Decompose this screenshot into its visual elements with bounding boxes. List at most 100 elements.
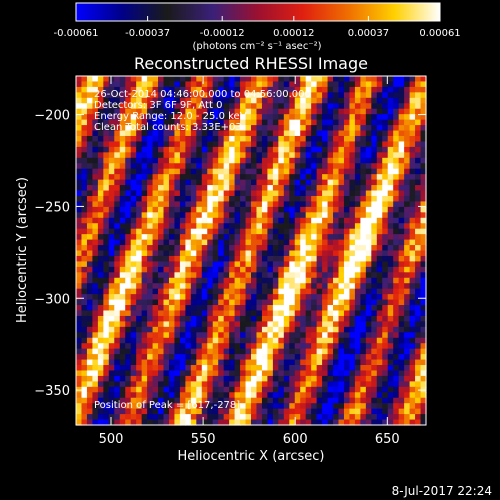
heatmap-cell [398,146,405,153]
heatmap-cell [382,337,389,344]
heatmap-cell [327,397,334,404]
heatmap-cell [300,86,307,93]
heatmap-cell [174,408,181,415]
heatmap-cell [409,381,416,388]
heatmap-cell [108,157,115,164]
heatmap-cell [354,343,361,350]
heatmap-cell [207,81,214,88]
heatmap-cell [147,217,154,224]
heatmap-cell [289,359,296,366]
heatmap-cell [256,234,263,241]
heatmap-cell [240,321,247,328]
heatmap-cell [267,212,274,219]
heatmap-cell [305,119,312,126]
heatmap-cell [81,217,88,224]
heatmap-cell [147,326,154,333]
heatmap-cell [333,255,340,262]
heatmap-cell [333,359,340,366]
heatmap-cell [289,103,296,110]
heatmap-cell [415,332,422,339]
heatmap-cell [393,157,400,164]
heatmap-cell [322,108,329,115]
heatmap-cell [283,414,290,421]
heatmap-cell [267,343,274,350]
heatmap-cell [316,206,323,213]
colorbar-gradient [75,2,441,22]
heatmap-cell [245,86,252,93]
heatmap-cell [185,179,192,186]
heatmap-cell [108,392,115,399]
heatmap-cell [92,354,99,361]
heatmap-cell [261,174,269,181]
heatmap-cell [103,228,110,235]
heatmap-cell [125,163,132,170]
heatmap-cell [125,381,132,388]
heatmap-cell [168,255,176,262]
heatmap-cell [223,223,230,230]
heatmap-cell [354,354,361,361]
heatmap-cell [229,397,236,404]
heatmap-cell [136,152,143,159]
heatmap-cell [158,168,165,175]
heatmap-cell [229,179,236,186]
heatmap-cell [338,370,345,377]
heatmap-cell [201,359,208,366]
heatmap-cell [201,119,208,126]
heatmap-cell [272,403,279,410]
heatmap-cell [190,299,197,306]
heatmap-cell [415,348,422,355]
heatmap-cell [376,245,383,252]
heatmap-cell [218,190,225,197]
heatmap-cell [349,337,356,344]
heatmap-cell [360,76,367,83]
heatmap-cell [136,174,143,181]
heatmap-cell [338,381,345,388]
heatmap-cell [158,386,165,393]
heatmap-cell [136,397,143,404]
heatmap-cell [245,261,252,268]
heatmap-cell [108,245,115,252]
heatmap-cell [141,195,148,203]
heatmap-cell [103,294,110,301]
heatmap-cell [272,212,279,219]
heatmap-cell [256,365,263,372]
heatmap-cell [300,130,307,137]
heatmap-cell [223,397,230,404]
heatmap-cell [141,141,148,148]
heatmap-cell [207,392,214,399]
heatmap-cell [333,348,340,355]
heatmap-cell [305,114,312,121]
heatmap-cell [234,103,241,110]
heatmap-cell [316,332,323,339]
heatmap-cell [267,414,274,421]
heatmap-cell [251,86,258,93]
heatmap-cell [305,195,312,203]
heatmap-cell [229,212,236,219]
heatmap-cell [185,103,192,110]
heatmap-cell [261,239,269,246]
heatmap-cell [261,403,269,410]
heatmap-cell [289,206,296,213]
heatmap-cell [316,315,323,322]
heatmap-cell [158,321,165,328]
heatmap-cell [196,299,203,306]
heatmap-cell [300,397,307,404]
heatmap-cell [278,174,285,181]
heatmap-cell [229,250,236,257]
heatmap-cell [387,206,394,213]
heatmap-cell [289,201,296,208]
heatmap-cell [207,403,214,410]
heatmap-cell [234,86,241,93]
heatmap-cell [387,125,394,132]
heatmap-cell [349,201,356,208]
heatmap-cell [201,294,208,301]
heatmap-cell [343,305,351,312]
heatmap-cell [125,201,132,208]
heatmap-cell [130,375,137,382]
heatmap-cell [256,179,263,186]
heatmap-cell [272,277,279,284]
heatmap-cell [168,343,176,350]
heatmap-cell [207,326,214,333]
heatmap-cell [371,359,378,366]
heatmap-cell [158,408,165,415]
